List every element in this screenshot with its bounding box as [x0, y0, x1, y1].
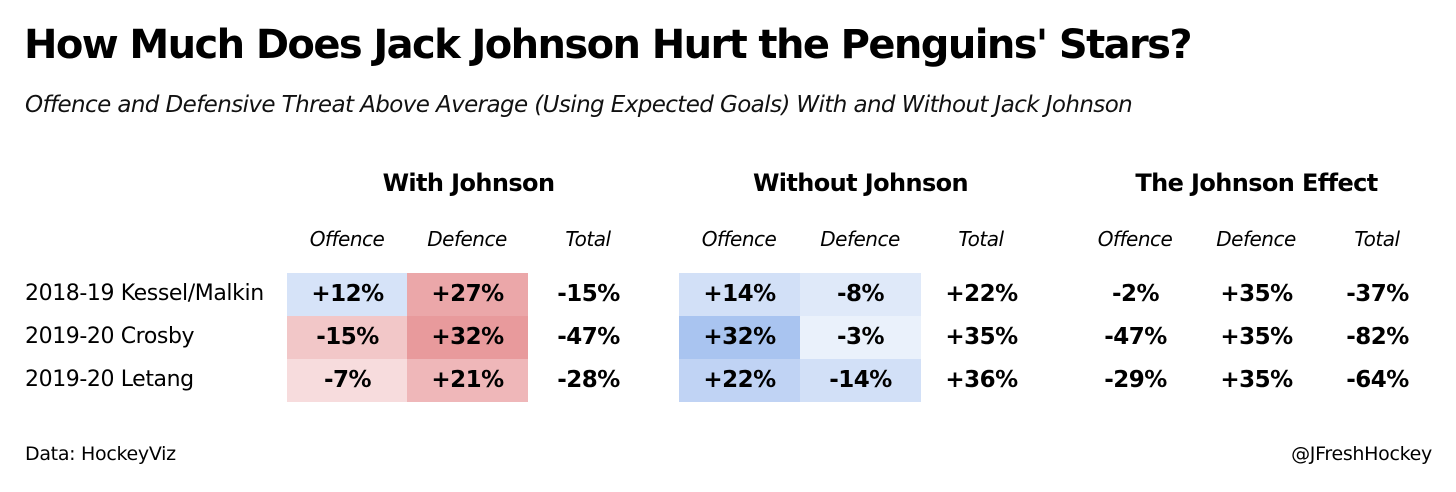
table-cell: +36% — [945, 367, 1018, 393]
chart-title: How Much Does Jack Johnson Hurt the Peng… — [24, 22, 1193, 68]
group-title: Without Johnson — [752, 169, 969, 197]
group-title: The Johnson Effect — [1135, 169, 1378, 197]
column-header: Offence — [701, 227, 777, 251]
table-cell: +32% — [407, 316, 528, 359]
table-cell: +35% — [1220, 324, 1293, 350]
author-credit: @JFreshHockey — [1291, 443, 1432, 465]
column-header: Offence — [1097, 227, 1173, 251]
table-cell: -47% — [1104, 324, 1167, 350]
table-cell: +27% — [407, 273, 528, 316]
data-source: Data: HockeyViz — [25, 443, 176, 465]
table-cell: +35% — [1220, 367, 1293, 393]
table-cell: -3% — [800, 316, 921, 359]
row-label: 2019-20 Crosby — [25, 324, 195, 349]
column-header: Defence — [1216, 227, 1296, 251]
column-header: Total — [958, 227, 1004, 251]
group-title: With Johnson — [382, 169, 555, 197]
column-header: Defence — [427, 227, 507, 251]
table-cell: -2% — [1111, 281, 1160, 307]
table-cell: -28% — [557, 367, 620, 393]
column-header: Total — [1354, 227, 1400, 251]
column-header: Offence — [309, 227, 385, 251]
table-cell: +35% — [945, 324, 1018, 350]
column-header: Total — [565, 227, 611, 251]
table-cell: -82% — [1346, 324, 1409, 350]
row-label: 2019-20 Letang — [25, 367, 194, 392]
column-header: Defence — [820, 227, 900, 251]
table-cell: -15% — [287, 316, 408, 359]
table-cell: +22% — [679, 359, 800, 402]
chart-subtitle: Offence and Defensive Threat Above Avera… — [25, 92, 1133, 118]
table-cell: +12% — [287, 273, 408, 316]
table-cell: -14% — [800, 359, 921, 402]
table-cell: +22% — [945, 281, 1018, 307]
table-cell: -37% — [1346, 281, 1409, 307]
table-cell: -47% — [557, 324, 620, 350]
table-cell: +35% — [1220, 281, 1293, 307]
table-cell: +32% — [679, 316, 800, 359]
table-cell: -15% — [557, 281, 620, 307]
table-cell: -29% — [1104, 367, 1167, 393]
table-cell: +21% — [407, 359, 528, 402]
table-cell: +14% — [679, 273, 800, 316]
row-label: 2018-19 Kessel/Malkin — [25, 281, 264, 306]
table-cell: -64% — [1346, 367, 1409, 393]
table-cell: -8% — [800, 273, 921, 316]
table-cell: -7% — [287, 359, 408, 402]
